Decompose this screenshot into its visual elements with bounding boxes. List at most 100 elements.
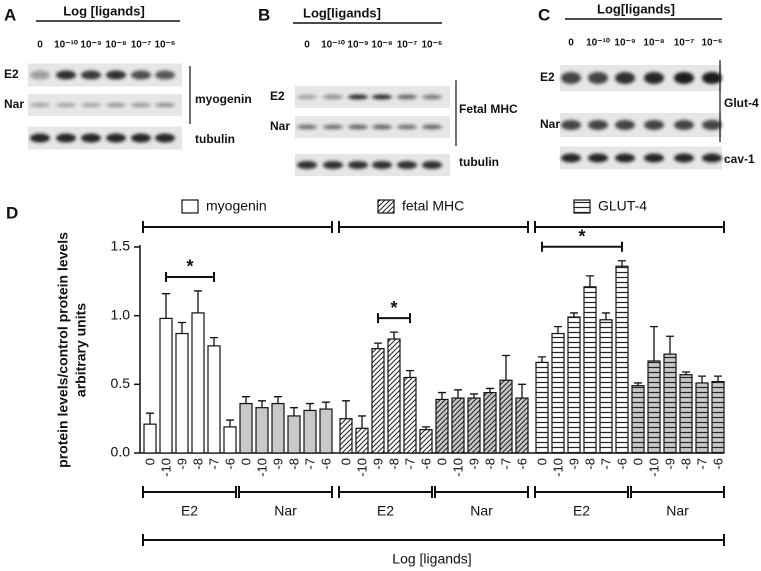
x-tick-label: -9 [370,458,385,470]
x-tick-label: 0 [338,458,353,465]
y-tick-label: 1.0 [111,306,131,322]
legend-bracket [142,221,333,233]
significance-label: * [186,257,193,277]
x-tick-label: -9 [174,458,189,470]
y-tick-label: 0.5 [111,375,131,391]
bar [515,397,529,454]
blot-band [397,124,417,130]
blot-band [56,70,76,80]
panel-letter: D [6,203,18,222]
x-tick-label: -8 [582,458,597,470]
lane-label: 10⁻⁷ [131,40,152,51]
error-bar [242,396,250,404]
y-axis-label: arbitrary units [73,303,89,397]
bar [695,382,709,454]
blot-band [155,103,175,107]
error-bar [666,335,674,355]
blot-band [323,161,343,169]
error-bar [454,389,462,399]
bar [567,316,581,454]
bar [159,317,173,454]
target-label: Fetal MHC [459,102,518,116]
lane-label: 10⁻⁸ [371,40,392,51]
row-label: E2 [270,89,285,103]
blot-band [323,94,343,100]
error-bar [422,426,430,430]
x-tick-label: -10 [450,458,465,477]
bar [535,361,549,454]
lane-label: 10⁻⁷ [674,38,695,49]
x-tick-label: -8 [386,458,401,470]
y-tick-label: 0.0 [111,444,131,460]
error-bar [358,415,366,429]
lane-label: 10⁻⁶ [154,40,175,51]
loading-label: cav-1 [724,152,755,166]
lane-label: 10⁻¹⁰ [586,38,610,49]
blot-band [348,124,368,130]
error-bar [650,326,658,361]
bar [467,397,481,454]
error-bar [518,383,526,399]
bar [435,398,449,454]
blot-band [674,72,694,84]
bar [271,402,285,454]
subgroup-label: E2 [181,503,198,519]
bar [483,391,497,454]
x-tick-label: -7 [302,458,317,470]
blot-band [348,161,368,169]
blot-band [372,161,392,169]
subgroup-bracket [630,486,725,498]
significance-bracket [541,241,623,252]
bar [551,332,565,454]
subgroup-bracket [434,486,529,498]
x-tick-label: -7 [694,458,709,470]
significance-label: * [390,298,397,318]
blot-band [56,133,76,143]
bar [287,415,301,454]
x-tick-label: -6 [318,458,333,470]
bar [615,265,629,454]
error-bar [486,387,494,393]
blot-band [372,94,392,100]
x-tick-label: -7 [206,458,221,470]
x-tick-label: -10 [254,458,269,477]
x-tick-label: -9 [662,458,677,470]
subgroup-bracket [338,486,433,498]
lane-label: 10⁻⁹ [80,40,101,51]
error-bar [538,356,546,363]
bar [403,376,417,454]
significance-label: * [578,226,585,246]
y-tick-label: 1.5 [111,238,131,254]
x-tick-label: -7 [598,458,613,470]
error-bar [406,369,414,378]
blot-band [702,120,722,130]
bar [679,374,693,454]
significance-bracket [377,313,411,324]
blot-band [422,124,442,130]
x-tick-label: -10 [646,458,661,477]
x-tick-label: 0 [142,458,157,465]
y-axis-label: protein levels/control protein levels [55,232,71,468]
panel-letter: B [258,5,270,24]
bar [711,380,725,454]
blot-band [30,103,50,107]
blot-header: Log [ligands] [63,3,145,18]
lane-label: 0 [304,40,310,51]
error-bar [306,402,314,411]
subgroup-bracket [238,486,333,498]
error-bar [602,312,610,320]
blot-band [56,103,76,107]
blot-band [155,133,175,143]
lane-label: 0 [568,38,574,49]
x-tick-label: -10 [550,458,565,477]
blot-band [422,94,442,100]
error-bar [586,275,594,287]
x-tick-label: -9 [566,458,581,470]
x-tick-label: -7 [498,458,513,470]
subgroup-bracket [534,486,629,498]
subgroup-label: E2 [377,503,394,519]
error-bar [554,326,562,334]
lane-label: 10⁻⁹ [347,40,368,51]
target-label: Glut-4 [724,96,759,110]
blot-band [131,133,151,143]
